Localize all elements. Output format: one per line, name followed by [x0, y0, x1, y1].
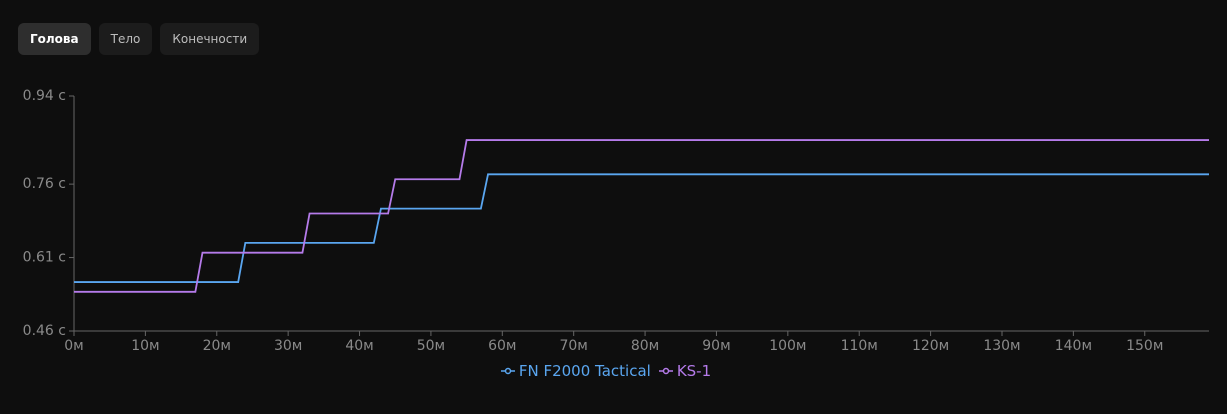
legend-item[interactable]: KS-1: [658, 362, 712, 380]
legend-item[interactable]: FN F2000 Tactical: [500, 362, 651, 380]
y-tick-label: 0.46 с: [23, 323, 66, 339]
tab[interactable]: Тело: [98, 23, 153, 55]
series-line: [74, 173, 1209, 283]
x-tick-label: 50м: [417, 338, 445, 354]
legend-label: KS-1: [676, 362, 712, 380]
y-tick-label: 0.61 с: [23, 250, 66, 266]
legend-dot: [504, 367, 512, 375]
x-tick-label: 140м: [1055, 338, 1092, 354]
x-tick-label: 100м: [769, 338, 806, 354]
x-tick-label: 60м: [488, 338, 516, 354]
tab-bar: Голова Тело Конечности: [18, 23, 260, 55]
legend: FN F2000 Tactical KS-1: [0, 362, 1212, 380]
x-tick-label: 20м: [203, 338, 231, 354]
x-tick-label: 70м: [559, 338, 587, 354]
x-tick-label: 130м: [983, 338, 1020, 354]
series-line: [74, 139, 1209, 293]
legend-icon: [500, 367, 515, 375]
x-tick-label: 80м: [631, 338, 659, 354]
legend-dot: [662, 367, 670, 375]
x-tick-label: 110м: [841, 338, 878, 354]
legend-label: FN F2000 Tactical: [518, 362, 651, 380]
x-tick-label: 40м: [345, 338, 373, 354]
x-tick-label: 90м: [702, 338, 730, 354]
y-tick-label: 0.76 с: [23, 176, 66, 192]
y-tick-label: 0.94 с: [23, 88, 66, 104]
tab[interactable]: Конечности: [160, 23, 260, 55]
x-tick-label: 120м: [912, 338, 949, 354]
x-tick-label: 0м: [64, 338, 83, 354]
legend-icon: [658, 367, 673, 375]
x-tick-label: 150м: [1126, 338, 1163, 354]
tab[interactable]: Голова: [18, 23, 91, 55]
x-tick-label: 10м: [131, 338, 159, 354]
x-tick-label: 30м: [274, 338, 302, 354]
